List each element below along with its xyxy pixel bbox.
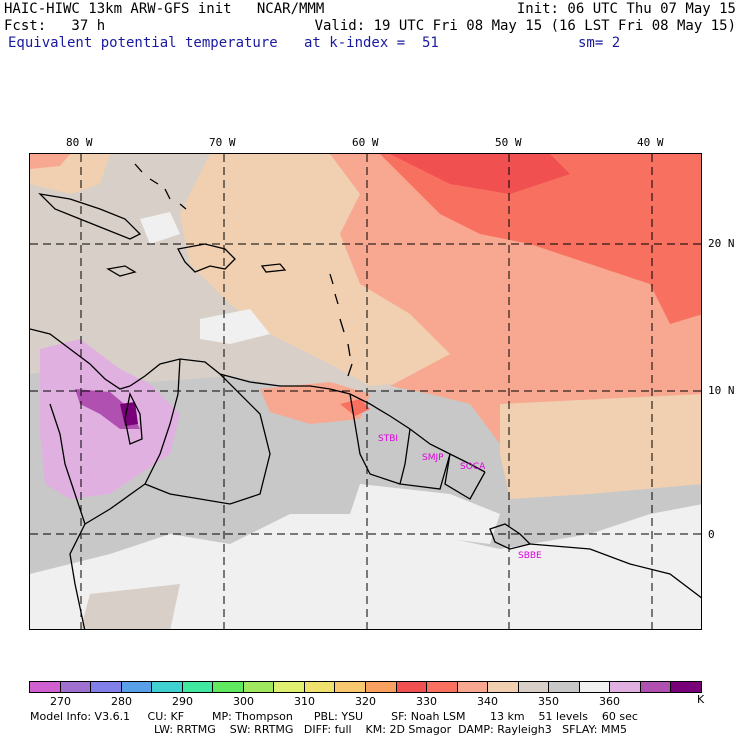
cbar-tick-270: 270 <box>50 695 71 708</box>
colorbar-swatch <box>518 682 550 692</box>
colorbar-swatch <box>152 682 183 692</box>
map-canvas: STBI SMJP SOCA SBBE <box>30 154 701 629</box>
colorbar-swatch <box>182 682 214 692</box>
colorbar-swatch <box>91 682 122 692</box>
cbar-tick-280: 280 <box>111 695 132 708</box>
colorbar-swatch <box>366 682 397 692</box>
lat-label-10n: 10 N <box>708 384 735 397</box>
forecast-hour: Fcst: 37 h <box>4 18 106 34</box>
colorbar-swatch <box>213 682 244 692</box>
colorbar-swatch <box>457 682 489 692</box>
colorbar-swatch <box>396 682 428 692</box>
colorbar-swatch <box>274 682 305 692</box>
place-label-smjp: SMJP <box>422 453 444 463</box>
lon-label-60w: 60 W <box>352 136 379 149</box>
cbar-tick-290: 290 <box>172 695 193 708</box>
cbar-tick-320: 320 <box>355 695 376 708</box>
model-title: HAIC-HIWC 13km ARW-GFS init NCAR/MMM <box>4 1 325 17</box>
colorbar-swatch <box>640 682 672 692</box>
colorbar-swatch <box>243 682 275 692</box>
colorbar-swatch <box>549 682 580 692</box>
cbar-tick-300: 300 <box>233 695 254 708</box>
colorbar-swatch <box>30 682 61 692</box>
colorbar-swatch <box>579 682 611 692</box>
lon-label-80w: 80 W <box>66 136 93 149</box>
cbar-tick-340: 340 <box>477 695 498 708</box>
colorbar-swatch <box>121 682 153 692</box>
lat-label-eq: 0 <box>708 528 715 541</box>
place-label-sbbe: SBBE <box>518 551 542 561</box>
cbar-unit: K <box>697 693 705 706</box>
cbar-tick-310: 310 <box>294 695 315 708</box>
field-name: Equivalent potential temperature <box>8 35 278 51</box>
colorbar-swatch <box>488 682 519 692</box>
lat-label-20n: 20 N <box>708 237 735 250</box>
cbar-tick-330: 330 <box>416 695 437 708</box>
colorbar <box>29 681 702 693</box>
valid-time: Valid: 19 UTC Fri 08 May 15 (16 LST Fri … <box>314 18 736 34</box>
init-time: Init: 06 UTC Thu 07 May 15 <box>516 1 736 17</box>
lon-label-50w: 50 W <box>495 136 522 149</box>
colorbar-swatch <box>304 682 336 692</box>
colorbar-swatch <box>60 682 92 692</box>
cbar-tick-360: 360 <box>599 695 620 708</box>
theta-e-map: STBI SMJP SOCA SBBE <box>29 153 702 630</box>
place-label-stbi: STBI <box>378 434 398 444</box>
colorbar-swatch <box>335 682 367 692</box>
colorbar-swatch <box>427 682 458 692</box>
colorbar-swatch <box>671 682 702 692</box>
model-info-line2: LW: RRTMG SW: RRTMG DIFF: full KM: 2D Sm… <box>154 723 627 736</box>
lon-label-40w: 40 W <box>637 136 664 149</box>
colorbar-swatch <box>610 682 641 692</box>
smoothing: sm= 2 <box>578 35 621 51</box>
cbar-tick-350: 350 <box>538 695 559 708</box>
lon-label-70w: 70 W <box>209 136 236 149</box>
level-index: at k-index = 51 <box>304 35 439 51</box>
model-info-line1: Model Info: V3.6.1 CU: KF MP: Thompson P… <box>30 710 638 723</box>
place-label-soca: SOCA <box>460 462 486 472</box>
